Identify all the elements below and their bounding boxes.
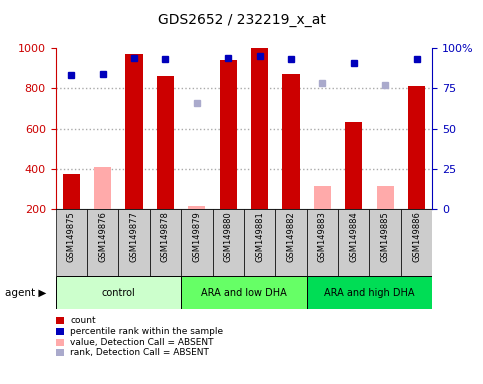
Bar [56,209,87,276]
Bar [338,209,369,276]
Bar [275,209,307,276]
Text: ARA and low DHA: ARA and low DHA [201,288,287,298]
Text: ARA and high DHA: ARA and high DHA [324,288,415,298]
Text: GSM149883: GSM149883 [318,211,327,262]
Bar [126,54,142,209]
Bar [408,86,425,209]
Bar [283,74,299,209]
Text: GSM149884: GSM149884 [349,211,358,262]
Text: GSM149876: GSM149876 [98,211,107,262]
Bar [377,186,394,209]
Bar [307,209,338,276]
Bar [181,209,213,276]
Text: agent ▶: agent ▶ [5,288,46,298]
Text: GSM149878: GSM149878 [161,211,170,262]
Bar [369,209,401,276]
Text: GSM149881: GSM149881 [255,211,264,262]
Text: GSM149882: GSM149882 [286,211,296,262]
Bar [314,186,331,209]
Text: GSM149880: GSM149880 [224,211,233,262]
Text: percentile rank within the sample: percentile rank within the sample [70,327,223,336]
Text: GSM149875: GSM149875 [67,211,76,262]
Text: control: control [101,288,135,298]
Bar [401,209,432,276]
Text: count: count [70,316,96,325]
Text: GSM149879: GSM149879 [192,211,201,262]
Bar [220,60,237,209]
Text: GSM149886: GSM149886 [412,211,421,262]
Bar [251,48,268,209]
Bar [213,209,244,276]
Bar [188,206,205,209]
Text: value, Detection Call = ABSENT: value, Detection Call = ABSENT [70,338,213,347]
Bar [345,122,362,209]
Bar [150,209,181,276]
Bar [87,209,118,276]
Text: GSM149885: GSM149885 [381,211,390,262]
Bar [118,209,150,276]
Bar [56,276,181,309]
Text: GSM149877: GSM149877 [129,211,139,262]
Bar [181,276,307,309]
Text: GDS2652 / 232219_x_at: GDS2652 / 232219_x_at [157,13,326,27]
Bar [307,276,432,309]
Bar [157,76,174,209]
Bar [94,167,111,209]
Bar [244,209,275,276]
Bar [63,174,80,209]
Text: rank, Detection Call = ABSENT: rank, Detection Call = ABSENT [70,348,209,358]
